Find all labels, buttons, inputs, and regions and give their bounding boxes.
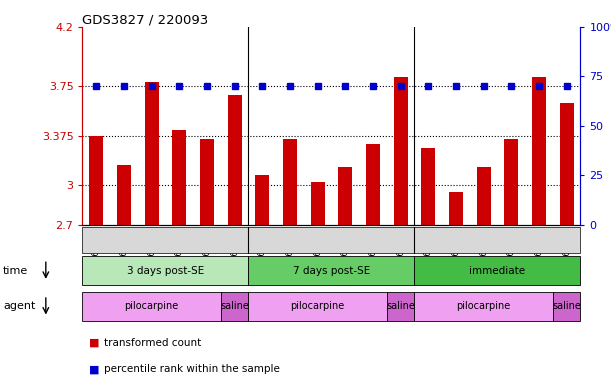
Text: pilocarpine: pilocarpine	[456, 301, 511, 311]
Bar	[255, 175, 269, 225]
Text: saline: saline	[552, 301, 581, 311]
Text: saline: saline	[386, 301, 415, 311]
Bar	[311, 182, 324, 225]
Bar	[477, 167, 491, 225]
Bar	[89, 136, 103, 225]
Text: transformed count: transformed count	[104, 338, 201, 348]
Text: immediate: immediate	[469, 265, 525, 276]
Text: ■: ■	[89, 364, 99, 374]
Bar	[145, 82, 159, 225]
Text: percentile rank within the sample: percentile rank within the sample	[104, 364, 280, 374]
Text: saline: saline	[220, 301, 249, 311]
Text: time: time	[3, 265, 28, 276]
Text: 3 days post-SE: 3 days post-SE	[127, 265, 204, 276]
Text: pilocarpine: pilocarpine	[125, 301, 179, 311]
Bar	[449, 192, 463, 225]
Bar	[532, 77, 546, 225]
Text: GDS3827 / 220093: GDS3827 / 220093	[82, 13, 209, 26]
Text: 7 days post-SE: 7 days post-SE	[293, 265, 370, 276]
Bar	[200, 139, 214, 225]
Bar	[283, 139, 297, 225]
Bar	[366, 144, 380, 225]
Bar	[422, 148, 435, 225]
Bar	[117, 166, 131, 225]
Text: ■: ■	[89, 338, 99, 348]
Text: pilocarpine: pilocarpine	[290, 301, 345, 311]
Text: agent: agent	[3, 301, 35, 311]
Bar	[393, 77, 408, 225]
Bar	[228, 96, 241, 225]
Bar	[172, 130, 186, 225]
Bar	[504, 139, 518, 225]
Bar	[338, 167, 352, 225]
Bar	[560, 103, 574, 225]
